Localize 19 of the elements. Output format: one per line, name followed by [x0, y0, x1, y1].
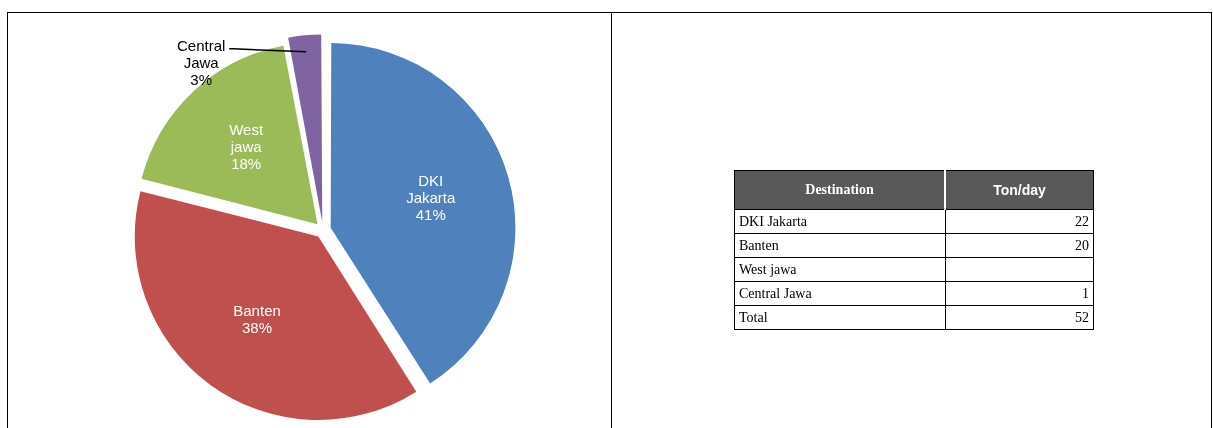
slice-label: DKI Jakarta [406, 171, 457, 206]
slice-label: Central Jawa [176, 36, 226, 71]
data-label: 52 [945, 305, 1094, 330]
category-label: Total [734, 305, 945, 330]
category-label: DKI Jakarta [734, 209, 945, 234]
slice-label: Banten [233, 302, 281, 320]
data-label: 20 [945, 233, 1094, 258]
category-label: Banten [734, 233, 945, 258]
text: Ton/day [945, 170, 1094, 210]
category-label: Central Jawa [734, 281, 945, 306]
data-label: 1 [945, 281, 1094, 306]
text: Destination [734, 170, 945, 210]
data-label: 22 [945, 209, 1094, 234]
data-label: 3% [190, 70, 212, 88]
data-label: 38% [242, 319, 273, 337]
category-label: West jawa [734, 257, 945, 282]
data-label: 18% [231, 155, 262, 173]
slice-label: West jawa [229, 121, 264, 156]
data-label: 41% [415, 205, 446, 223]
